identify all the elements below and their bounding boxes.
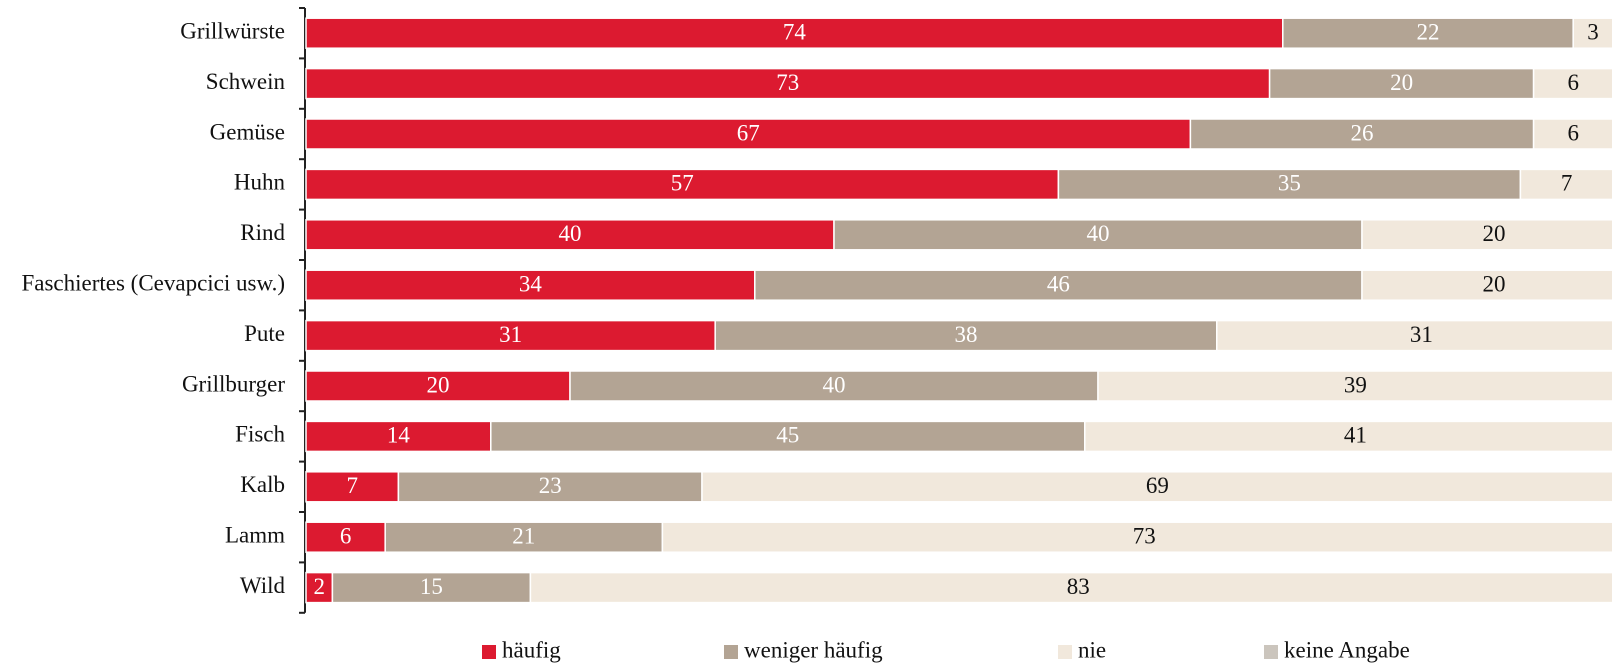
data-label: 20 [1483,221,1506,246]
data-label: 7 [1561,171,1573,196]
data-label: 69 [1146,473,1169,498]
data-label: 2 [313,574,325,599]
data-label: 20 [1483,271,1506,296]
data-label: 20 [1390,70,1413,95]
data-label: 31 [1410,322,1433,347]
bar-segment [1532,67,1612,100]
legend-label: keine Angabe [1284,637,1410,662]
y-tick-label: Faschiertes (Cevapcici usw.) [21,270,285,295]
data-label: 7 [346,473,358,498]
bar-segment [305,571,334,604]
data-label: 74 [783,19,807,44]
y-tick-label: Rind [240,220,285,245]
data-label: 46 [1047,271,1070,296]
bar-segment [305,118,1192,150]
data-label: 31 [499,322,522,347]
bar-segment [1216,319,1612,352]
data-label: 83 [1067,574,1090,599]
bar-segment [1189,118,1535,150]
data-label: 20 [427,372,450,397]
y-tick-label: Grillwürste [180,18,285,43]
legend-swatch [482,645,496,659]
data-label: 3 [1587,19,1599,44]
bar-segment [1084,420,1612,453]
data-label: 14 [387,423,411,448]
bar-segment [397,471,703,503]
y-tick-label: Pute [244,321,285,346]
data-label: 67 [737,120,760,145]
y-tick-label: Fisch [235,422,285,447]
data-label: 57 [671,171,694,196]
y-tick-label: Lamm [225,522,285,547]
bar-segment [305,269,756,301]
y-tick-label: Schwein [206,69,286,94]
legend-label: nie [1078,637,1106,662]
data-label: 35 [1278,171,1301,196]
data-label: 41 [1344,423,1367,448]
bar-segment [331,571,532,604]
bar-segment [714,319,1218,352]
legend-swatch [1058,645,1072,659]
bar-segment [305,521,386,553]
bar-segment [1361,269,1612,301]
data-label: 39 [1344,372,1367,397]
legend-swatch [1264,645,1278,659]
data-label: 6 [1567,70,1579,95]
legend-label: häufig [502,637,561,662]
legend-label: weniger häufig [744,637,883,662]
bar-segment [529,571,1612,604]
data-label: 34 [519,271,543,296]
data-label: 73 [776,70,799,95]
data-label: 40 [1087,221,1110,246]
data-label: 23 [539,473,562,498]
bar-segment [1057,168,1522,201]
bar-segment [305,370,571,402]
bar-segment [754,269,1363,301]
bar-segment [661,521,1612,553]
bar-segment [305,420,492,453]
data-label: 6 [1567,120,1579,145]
data-label: 6 [340,523,352,548]
data-label: 21 [512,523,535,548]
data-label: 38 [955,322,978,347]
y-tick-label: Huhn [234,170,286,195]
bar-segment [569,370,1099,402]
bar-segment [701,471,1612,503]
y-tick-label: Gemüse [210,119,285,144]
data-label: 40 [559,221,582,246]
bar-segment [1532,118,1612,150]
bar-segment [1268,67,1535,100]
data-label: 15 [420,574,443,599]
bar-segment [1519,168,1612,201]
bar-segment [1572,17,1612,49]
data-label: 22 [1417,19,1440,44]
bar-segment [1097,370,1612,402]
bar-segment [305,168,1060,201]
y-tick-label: Wild [240,573,286,598]
y-tick-label: Kalb [240,472,285,497]
y-tick-label: Grillburger [182,371,285,396]
data-label: 26 [1351,120,1374,145]
data-label: 40 [823,372,846,397]
bar-segment [1361,219,1612,251]
data-label: 45 [776,423,799,448]
data-label: 73 [1133,523,1156,548]
legend-swatch [724,645,738,659]
